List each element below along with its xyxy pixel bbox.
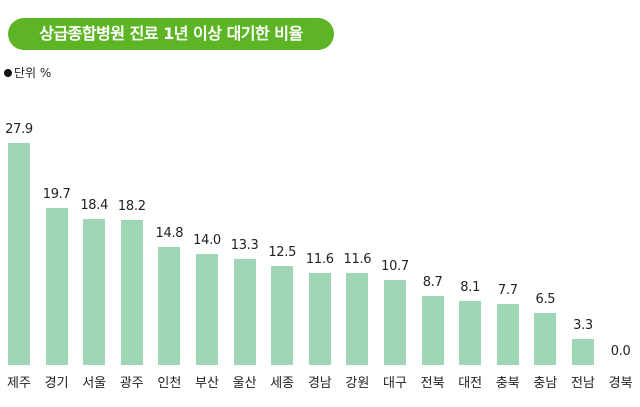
category-label: 충남 bbox=[533, 376, 558, 391]
value-label: 11.6 bbox=[305, 251, 334, 267]
bar bbox=[196, 253, 218, 365]
bar-group: 6.5 충남 bbox=[526, 0, 564, 407]
bar bbox=[384, 279, 406, 365]
value-label: 14.0 bbox=[193, 232, 221, 248]
bar-group: 18.4 서울 bbox=[75, 0, 113, 407]
bar-group: 18.2 광주 bbox=[113, 0, 151, 407]
bar-group: 0.0 경북 bbox=[602, 0, 640, 407]
value-label: 14.8 bbox=[155, 226, 184, 242]
bar-group: 14.0 부산 bbox=[188, 0, 226, 407]
value-label: 11.6 bbox=[343, 251, 372, 267]
bar-group: 14.8 인천 bbox=[150, 0, 188, 407]
bar-group: 11.6 경남 bbox=[301, 0, 339, 407]
category-label: 울산 bbox=[232, 376, 257, 391]
unit-label: 단위 % bbox=[4, 64, 51, 81]
category-label: 경기 bbox=[44, 376, 69, 391]
bar bbox=[534, 313, 557, 365]
chart-title: 상급종합병원 진료 1년 이상 대기한 비율 bbox=[8, 18, 334, 50]
bar-group: 8.1 대전 bbox=[451, 0, 489, 407]
category-label: 대전 bbox=[458, 376, 483, 391]
value-label: 0.0 bbox=[610, 344, 631, 359]
category-label: 세종 bbox=[270, 376, 295, 391]
bar bbox=[271, 265, 294, 365]
bar bbox=[496, 303, 519, 365]
category-label: 경남 bbox=[307, 376, 332, 391]
bar-group: 10.7 대구 bbox=[376, 0, 414, 407]
bar bbox=[572, 338, 594, 365]
bar bbox=[120, 220, 143, 365]
bullet-icon bbox=[4, 69, 12, 77]
category-label: 인천 bbox=[157, 376, 182, 391]
value-label: 13.3 bbox=[230, 238, 259, 254]
bar bbox=[346, 272, 369, 365]
value-label: 18.2 bbox=[117, 199, 146, 215]
bar bbox=[459, 300, 482, 365]
value-label: 10.7 bbox=[381, 258, 409, 274]
category-label: 전남 bbox=[571, 376, 595, 391]
category-label: 전북 bbox=[420, 376, 445, 391]
value-label: 18.4 bbox=[80, 197, 109, 213]
bar-group: 11.6 강원 bbox=[338, 0, 376, 407]
bar bbox=[421, 295, 444, 365]
value-label: 8.7 bbox=[422, 274, 443, 290]
value-label: 12.5 bbox=[268, 244, 297, 260]
category-label: 서울 bbox=[82, 376, 107, 391]
value-label: 3.3 bbox=[573, 317, 593, 333]
bar-group: 19.7 경기 bbox=[38, 0, 76, 407]
bar-group: 27.9 제주 bbox=[0, 0, 38, 407]
bar bbox=[233, 259, 256, 365]
bar-group: 8.7 전북 bbox=[414, 0, 452, 407]
value-label: 8.1 bbox=[460, 279, 481, 295]
bar-group: 13.3 울산 bbox=[226, 0, 264, 407]
bar bbox=[158, 247, 181, 365]
value-label: 6.5 bbox=[535, 292, 556, 308]
bar bbox=[8, 143, 30, 365]
category-label: 부산 bbox=[195, 376, 219, 391]
category-label: 제주 bbox=[7, 376, 31, 391]
value-label: 7.7 bbox=[497, 282, 518, 298]
bar bbox=[308, 272, 331, 365]
unit-text: 단위 % bbox=[14, 66, 52, 80]
bar bbox=[83, 218, 106, 365]
category-label: 광주 bbox=[119, 376, 144, 391]
bar-group: 3.3 전남 bbox=[564, 0, 602, 407]
value-label: 27.9 bbox=[5, 122, 33, 137]
category-label: 대구 bbox=[383, 376, 407, 391]
category-label: 강원 bbox=[345, 376, 370, 391]
bar-group: 7.7 충북 bbox=[489, 0, 527, 407]
bar bbox=[45, 208, 68, 365]
category-label: 경북 bbox=[608, 376, 633, 391]
category-label: 충북 bbox=[495, 376, 520, 391]
value-label: 19.7 bbox=[42, 187, 71, 203]
bar-group: 12.5 세종 bbox=[263, 0, 301, 407]
